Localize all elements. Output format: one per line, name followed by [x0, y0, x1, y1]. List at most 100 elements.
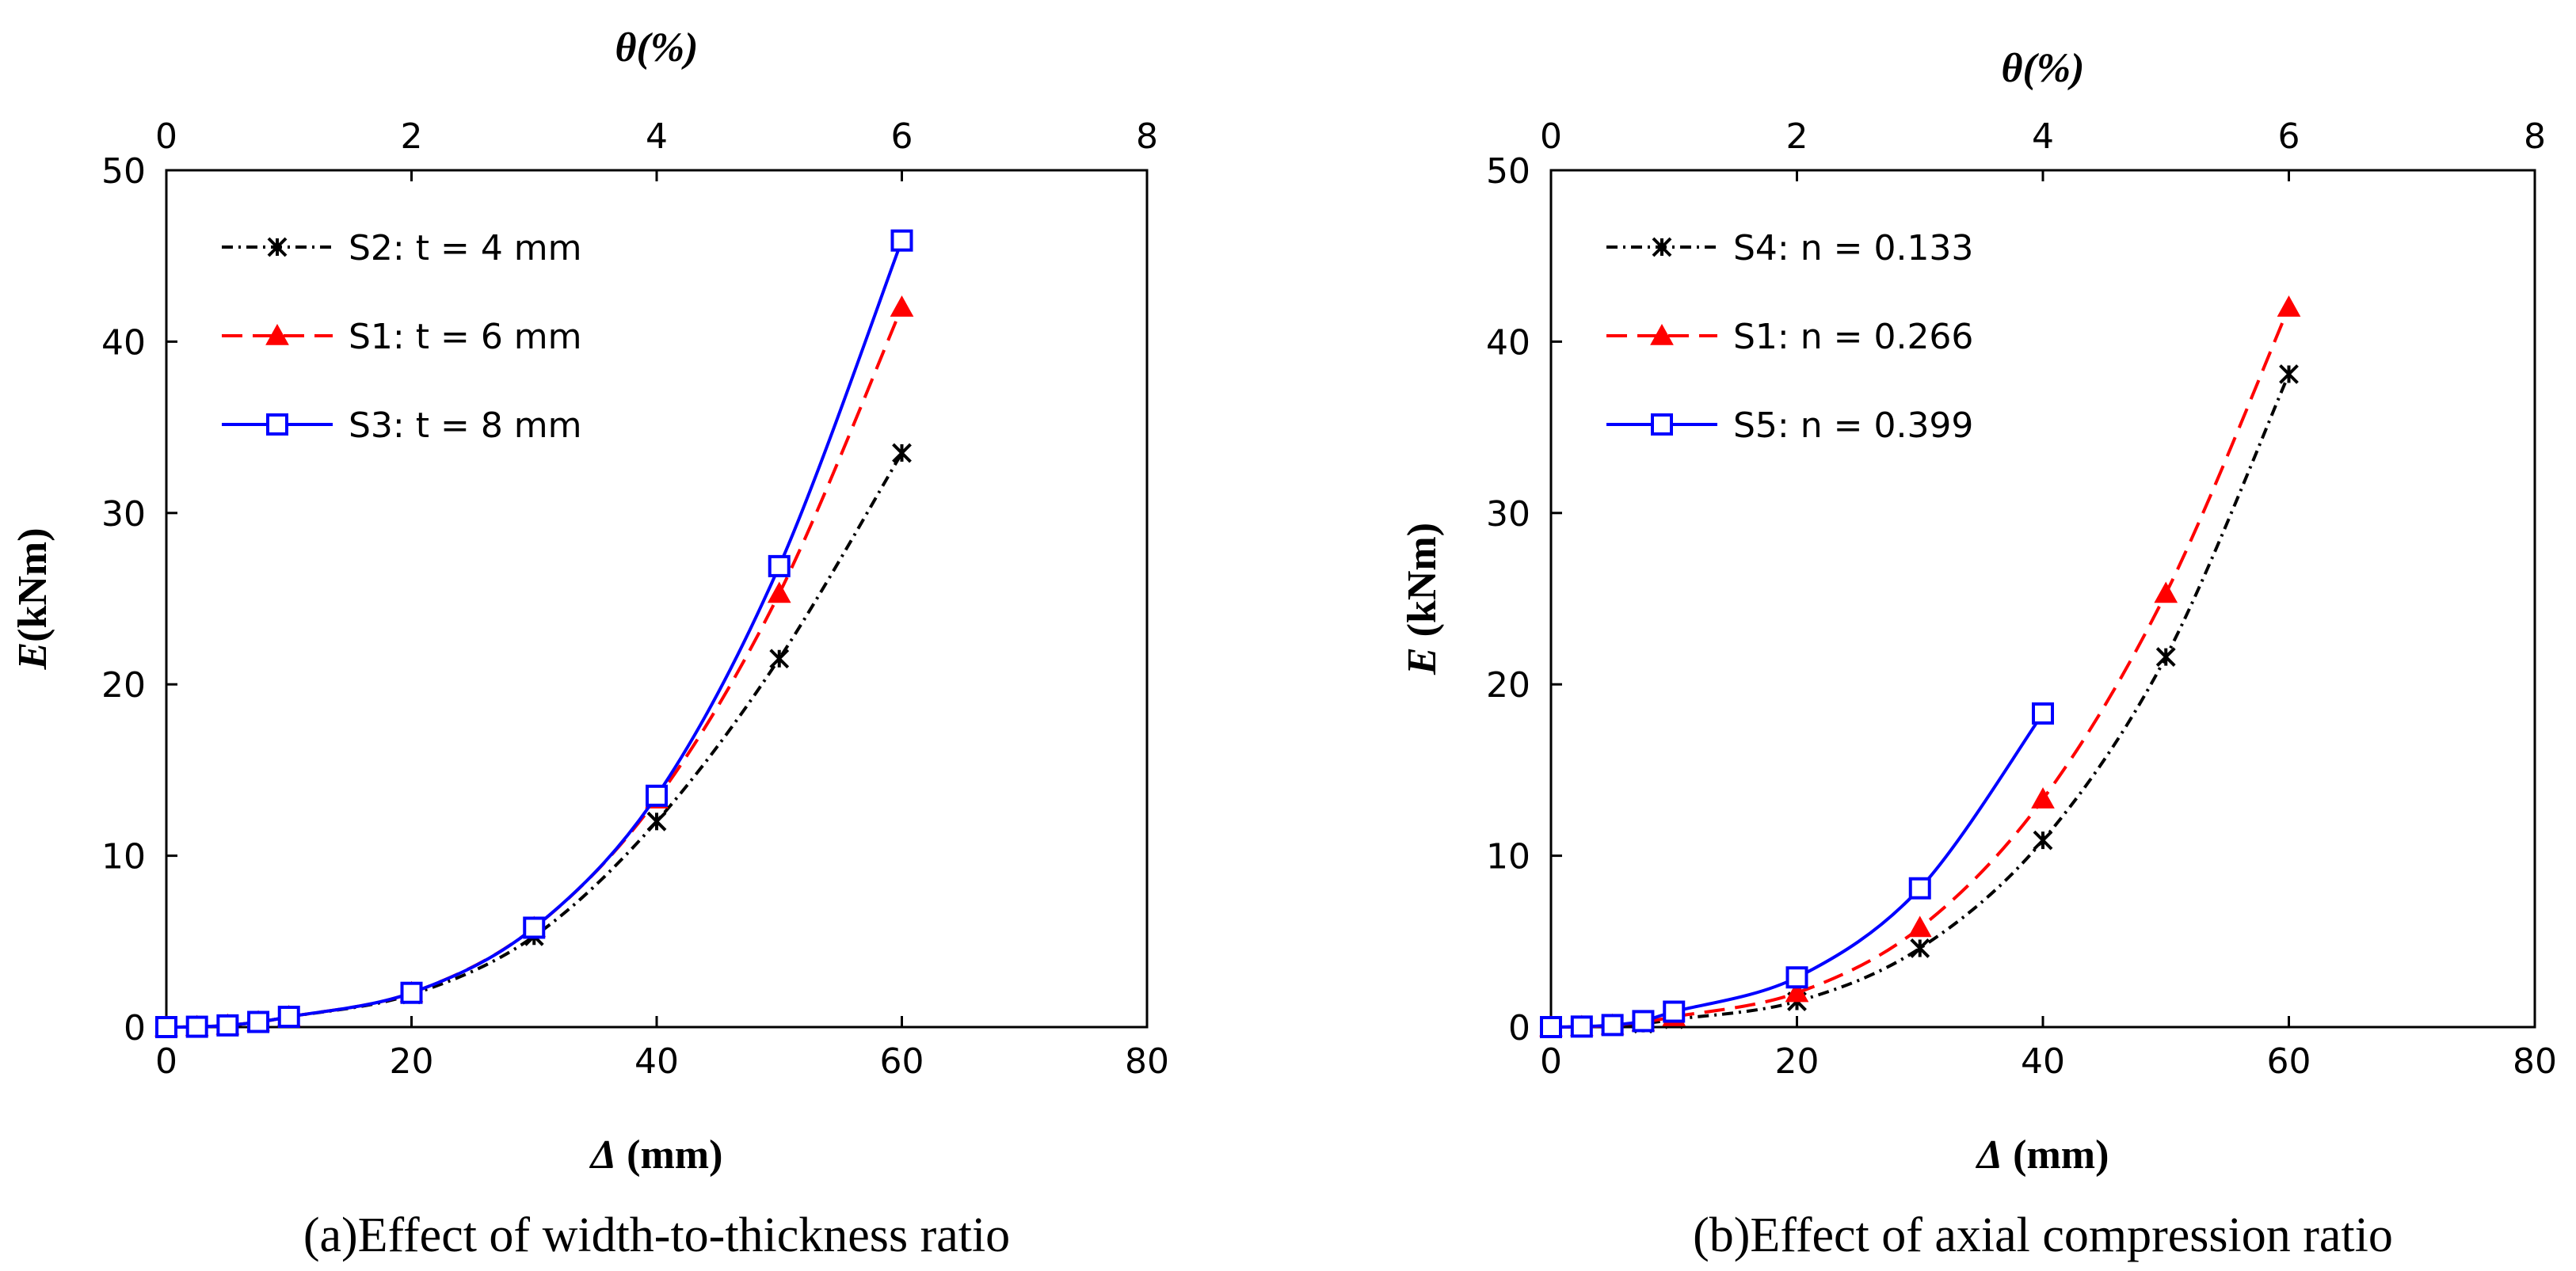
data-point: [892, 443, 912, 463]
data-point: [2033, 830, 2053, 851]
x2-tick-label: 4: [646, 116, 668, 157]
x2-tick-label: 6: [891, 116, 913, 157]
caption: (a)Effect of width-to-thickness ratio: [303, 1208, 1010, 1262]
x-tick-label: 0: [155, 1041, 177, 1082]
caption: (b)Effect of axial compression ratio: [1693, 1208, 2393, 1262]
series-group: [1539, 295, 2301, 1038]
legend-marker: [1650, 323, 1674, 345]
legend-marker: [267, 237, 288, 257]
data-point: [1540, 1016, 1562, 1038]
legend-label: S5: n = 0.399: [1733, 405, 1973, 446]
y-tick-label: 30: [101, 494, 146, 535]
y-axis-label-symbol: E: [10, 642, 55, 671]
data-point: [1601, 1014, 1624, 1037]
x2-tick-label: 8: [2524, 116, 2546, 157]
y-tick-label: 30: [1486, 494, 1530, 535]
data-point: [400, 981, 423, 1004]
series-group: [154, 229, 914, 1038]
data-point: [155, 1016, 177, 1038]
legend-marker: [1652, 237, 1672, 257]
legend-marker: [1651, 413, 1673, 436]
y-tick-label: 0: [1508, 1008, 1530, 1048]
y-tick-label: 20: [1486, 665, 1530, 706]
data-point: [890, 229, 913, 252]
data-point: [1785, 980, 1809, 1003]
x2-tick-label: 4: [2032, 116, 2054, 157]
x-tick-label: 0: [1540, 1041, 1562, 1082]
x-tick-label: 80: [1125, 1041, 1169, 1082]
legend: S4: n = 0.133 S1: n = 0.266 S5: n = 0.399: [1606, 228, 1973, 446]
data-point: [2031, 787, 2055, 809]
x2-tick-label: 2: [1786, 116, 1808, 157]
y-tick-label: 10: [101, 837, 146, 877]
data-point: [2277, 295, 2301, 317]
data-point: [890, 295, 914, 317]
y-tick-label: 40: [101, 322, 146, 363]
data-point: [1570, 1015, 1593, 1038]
data-point: [247, 1010, 270, 1033]
x-axis-label-symbol: Δ: [589, 1132, 617, 1178]
x2-tick-label: 0: [155, 116, 177, 157]
plot-area-frame: [165, 169, 1149, 1029]
data-point: [769, 649, 790, 669]
data-point: [2279, 364, 2299, 384]
x-tick-label: 60: [880, 1041, 924, 1082]
x-axis-label-unit: (mm): [616, 1132, 722, 1178]
y-axis-label-symbol: E: [1400, 647, 1445, 675]
plot-area-frame: [1549, 169, 2536, 1029]
data-point: [1907, 915, 1932, 938]
data-point: [2154, 581, 2178, 603]
data-point: [768, 554, 791, 577]
data-point: [216, 1014, 239, 1037]
x2-axis-label: θ(%): [2002, 46, 2085, 91]
x-axis-label-unit: (mm): [2002, 1132, 2109, 1178]
data-point: [1908, 877, 1931, 900]
x-axis-label: Δ (mm): [589, 1132, 723, 1178]
data-point: [1632, 1010, 1655, 1033]
data-point: [646, 811, 667, 831]
y-tick-label: 10: [1486, 837, 1530, 877]
y-axis-label-unit: (kNm): [10, 527, 55, 641]
data-point: [523, 916, 546, 939]
x-tick-label: 40: [2021, 1041, 2065, 1082]
legend: S2: t = 4 mm S1: t = 6 mm S3: t = 8 mm: [222, 228, 582, 446]
legend-label: S1: n = 0.266: [1733, 317, 1973, 357]
legend-marker: [265, 323, 289, 345]
data-point: [767, 581, 791, 603]
y-tick-label: 50: [1486, 151, 1530, 192]
x-tick-label: 20: [1775, 1041, 1820, 1082]
x-tick-label: 80: [2513, 1041, 2557, 1082]
y-tick-label: 0: [124, 1008, 146, 1048]
x-tick-label: 20: [390, 1041, 434, 1082]
series-line: [166, 240, 904, 1029]
y-tick-label: 40: [1486, 322, 1530, 363]
series-line: [1550, 712, 2044, 1029]
x2-axis-label: θ(%): [615, 25, 699, 70]
x-tick-label: 60: [2267, 1041, 2311, 1082]
x2-tick-label: 6: [2278, 116, 2300, 157]
data-point: [1785, 966, 1808, 989]
y-axis-label-unit: (kNm): [1400, 523, 1445, 647]
data-point: [2032, 702, 2054, 725]
y-axis-label: E(kNm): [10, 527, 55, 670]
y-axis-label: E (kNm): [1400, 523, 1445, 675]
data-point: [277, 1006, 300, 1029]
x2-tick-label: 2: [401, 116, 423, 157]
legend-label: S2: t = 4 mm: [349, 228, 582, 268]
x2-tick-label: 0: [1540, 116, 1562, 157]
y-tick-label: 50: [101, 151, 146, 192]
data-point: [1663, 1000, 1686, 1023]
data-point: [185, 1015, 208, 1038]
y-tick-label: 20: [101, 665, 146, 706]
x-axis-label-symbol: Δ: [1976, 1132, 2003, 1178]
legend-label: S1: t = 6 mm: [349, 317, 582, 357]
legend-label: S3: t = 8 mm: [349, 405, 582, 446]
x-axis-label: Δ (mm): [1976, 1132, 2109, 1178]
data-point: [1910, 938, 1930, 958]
legend-label: S4: n = 0.133: [1733, 228, 1973, 268]
